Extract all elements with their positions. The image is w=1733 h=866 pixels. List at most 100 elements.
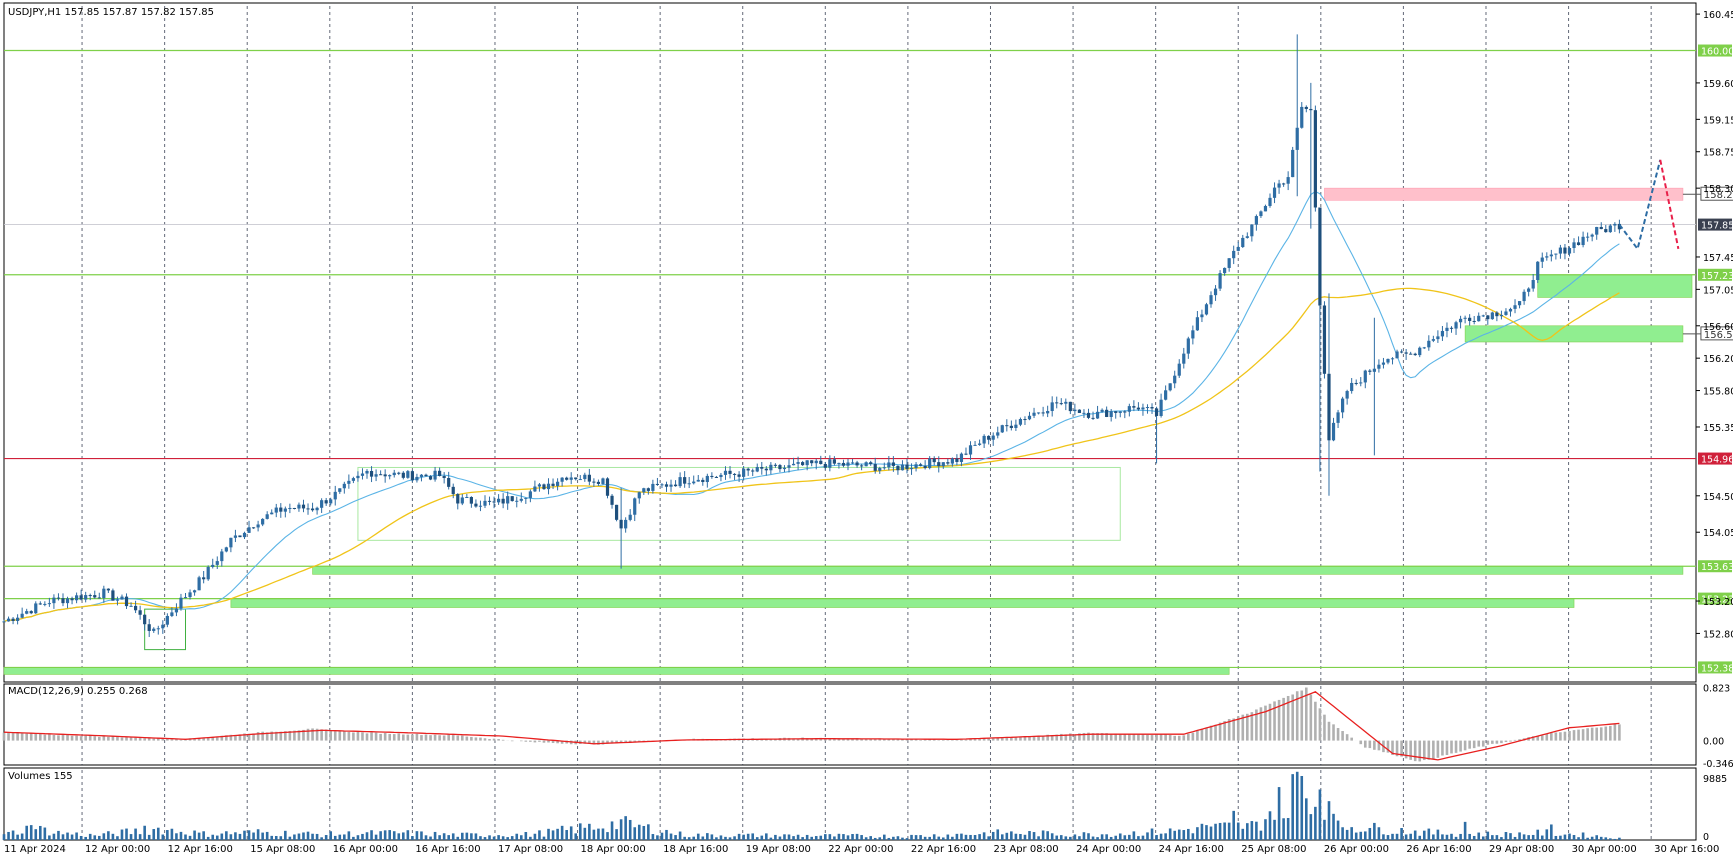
volume-bar: [715, 837, 718, 840]
time-tick-label: 12 Apr 00:00: [85, 844, 150, 855]
volume-bar: [1096, 837, 1099, 840]
volume-bar: [1555, 836, 1558, 840]
macd-histogram-bar: [425, 734, 428, 740]
macd-histogram-bar: [338, 731, 341, 741]
volume-bar: [370, 830, 373, 840]
macd-title: MACD(12,26,9) 0.255 0.268: [8, 686, 148, 697]
candle-body: [1568, 248, 1571, 254]
volume-bar: [888, 838, 891, 840]
volume-bar: [1541, 836, 1544, 840]
volume-bar: [325, 835, 328, 840]
volume-bar: [112, 834, 115, 840]
volume-bar: [1359, 832, 1362, 840]
macd-histogram-bar: [1409, 741, 1412, 760]
volume-bar: [910, 835, 913, 840]
volume-bar: [1405, 834, 1408, 840]
candle-body: [1273, 188, 1276, 198]
candle-body: [747, 469, 750, 471]
volume-bar: [529, 837, 532, 840]
macd-histogram-bar: [1173, 736, 1176, 741]
macd-histogram-bar: [1346, 734, 1349, 740]
volume-bar: [701, 837, 704, 840]
volume-bar: [1518, 832, 1521, 840]
volume-bar: [1291, 774, 1294, 840]
macd-histogram-bar: [1169, 735, 1172, 741]
volume-bar: [443, 833, 446, 840]
candle-body: [111, 590, 114, 600]
candle-body: [447, 478, 450, 487]
volume-bar: [270, 836, 273, 840]
candle-body: [556, 482, 559, 486]
volume-bar: [1214, 824, 1217, 840]
volume-bar: [1155, 835, 1158, 840]
volume-bar: [139, 834, 142, 840]
time-tick-label: 24 Apr 16:00: [1159, 844, 1224, 855]
candle-body: [306, 508, 309, 509]
candle-body: [1042, 412, 1045, 413]
candle-body: [343, 484, 346, 488]
macd-histogram-bar: [1491, 741, 1494, 744]
price-tick-label: 155.35: [1703, 423, 1733, 434]
macd-histogram-bar: [1609, 726, 1612, 741]
candle-body: [515, 501, 518, 502]
candle-body: [1613, 224, 1616, 226]
volume-bar: [806, 835, 809, 840]
green-zone: [1538, 275, 1692, 298]
volume-bar: [171, 829, 174, 840]
candle-body: [1023, 419, 1026, 420]
macd-histogram-bar: [393, 734, 396, 741]
volume-bar: [561, 826, 564, 840]
macd-histogram-bar: [343, 731, 346, 741]
candle-body: [1459, 319, 1462, 322]
candle-body: [207, 567, 210, 579]
candle-body: [393, 473, 396, 475]
candle-body: [1595, 227, 1598, 235]
volume-bar: [1328, 801, 1331, 840]
macd-histogram-bar: [502, 740, 505, 741]
candle-body: [429, 476, 432, 479]
volume-bar: [121, 830, 124, 840]
candle-body: [134, 606, 137, 610]
candle-body: [220, 551, 223, 561]
volume-bar: [221, 834, 224, 840]
macd-histogram-bar: [1182, 735, 1185, 740]
candle-body: [338, 488, 341, 492]
macd-histogram-bar: [1505, 741, 1508, 742]
candle-body: [1246, 236, 1249, 238]
candle-body: [148, 624, 151, 631]
macd-histogram-bar: [1464, 741, 1467, 751]
candle-body: [1477, 316, 1480, 321]
volume-bar: [1006, 833, 1009, 840]
volume-bar: [747, 834, 750, 840]
volume-bar: [819, 836, 822, 840]
volume-bar: [1060, 835, 1063, 840]
candle-body: [751, 470, 754, 471]
time-tick-label: 11 Apr 2024: [4, 844, 66, 855]
candle-body: [647, 488, 650, 491]
candle-body: [1545, 256, 1548, 257]
candle-body: [1513, 305, 1516, 309]
candle-body: [1110, 411, 1113, 417]
volume-bar: [1564, 835, 1567, 840]
volume-bar: [484, 837, 487, 840]
volume-bar: [797, 835, 800, 840]
candle-body: [992, 436, 995, 440]
candle-body: [1432, 339, 1435, 341]
volume-bar: [1487, 832, 1490, 840]
candle-body: [275, 508, 278, 513]
volume-bar: [411, 836, 414, 840]
volume-bar: [1609, 838, 1612, 840]
candle-body: [16, 618, 19, 621]
candle-body: [1323, 306, 1326, 374]
green-zone: [4, 667, 1229, 674]
candle-body: [878, 468, 881, 471]
macd-histogram-bar: [1418, 741, 1421, 762]
macd-histogram-bar: [1564, 732, 1567, 741]
volume-bar: [1255, 822, 1258, 840]
macd-histogram-bar: [180, 740, 183, 741]
candle-body: [443, 476, 446, 478]
macd-histogram-bar: [434, 735, 437, 741]
candle-body: [996, 432, 999, 435]
